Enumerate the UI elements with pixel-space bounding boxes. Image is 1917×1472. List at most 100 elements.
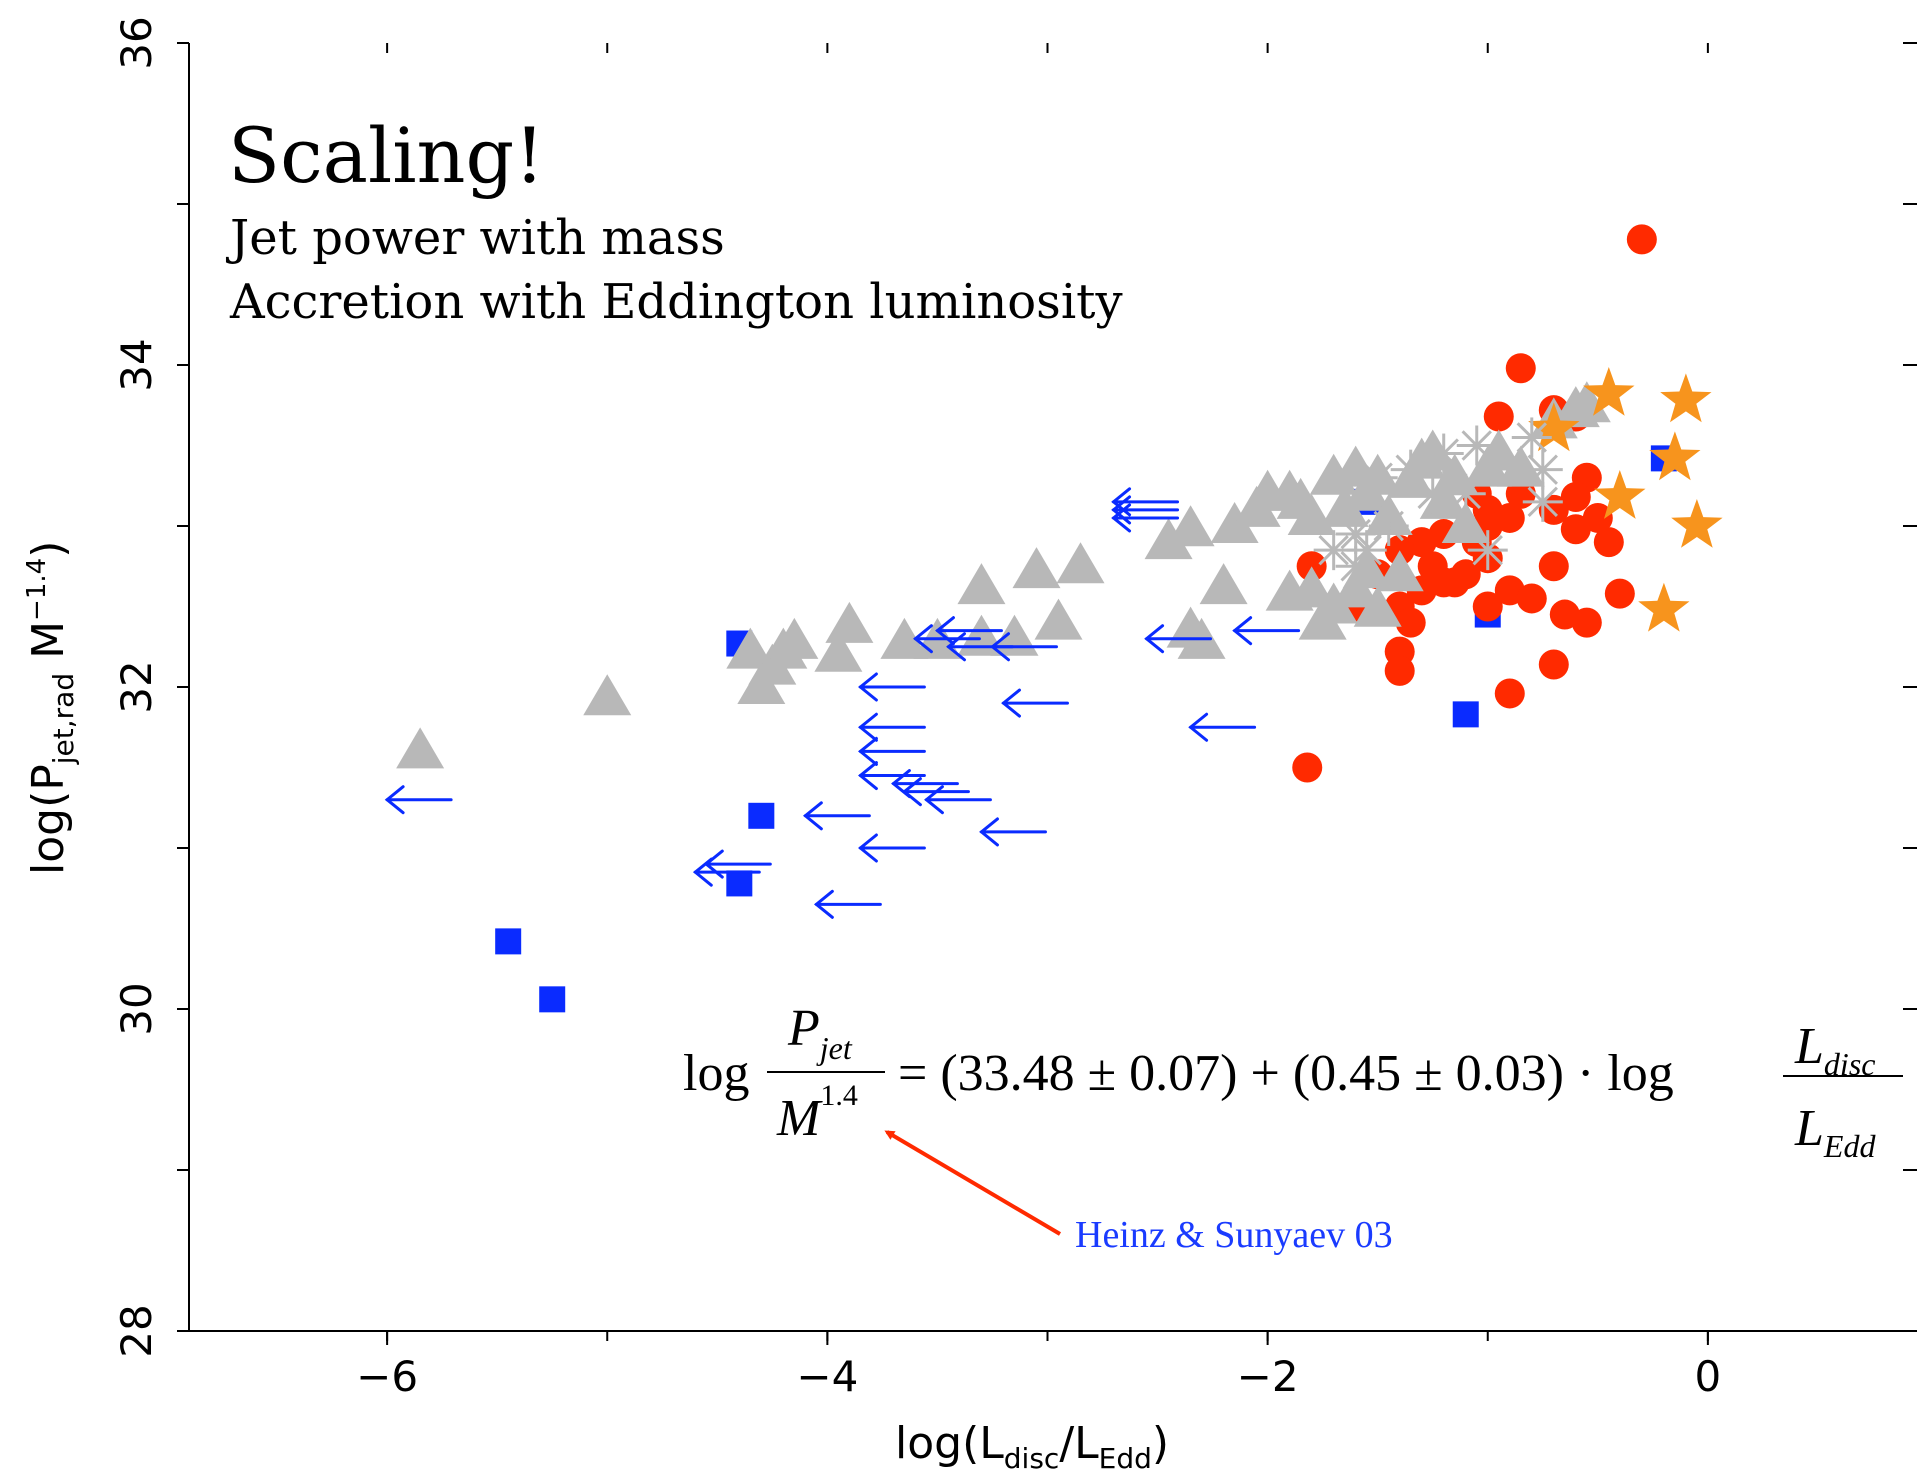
upper-limit-arrow [913,624,981,654]
data-point-circle [1292,752,1323,783]
data-point-asterisk [1346,530,1387,571]
x-tick-label: 0 [1695,1352,1722,1401]
data-point-triangle [1441,502,1490,543]
x-label-sub1: disc [1004,1442,1060,1472]
data-point-circle [1505,353,1536,384]
data-point-triangle [1496,445,1545,487]
data-point-asterisk [1390,449,1431,490]
data-point-triangle [957,563,1006,605]
data-point-triangle [396,727,445,769]
data-point-triangle [1276,477,1325,519]
data-point-asterisk [1522,481,1563,522]
data-point-circle [1604,578,1635,609]
axis-ticks [177,42,1917,1345]
data-point-circle [1428,567,1459,598]
eq-rhs: = (33.48 ± 0.07) + (0.45 ± 0.03) · log [898,1045,1674,1102]
annotation-arrow [884,1130,1062,1236]
data-point-triangle [1144,518,1193,560]
x-tick-label: −4 [796,1352,858,1401]
upper-limit-arrow [1111,503,1180,533]
data-point-asterisk [1511,417,1552,458]
eq-rden-sub: Edd [1823,1128,1877,1164]
data-point-triangle [1474,429,1523,471]
data-point-circle [1384,535,1415,566]
y-label-sub: jet,rad [47,673,80,765]
data-point-triangle [737,663,786,704]
data-point-circle [1516,583,1547,614]
data-point-square [539,986,566,1013]
data-point-triangle [1166,505,1215,547]
upper-limit-arrow [858,672,926,702]
data-point-star [1528,402,1580,452]
upper-limit-arrow [692,857,761,887]
data-point-asterisk [1522,449,1563,490]
upper-limit-arrow [979,817,1047,847]
data-point-star [1671,499,1723,548]
data-point-star [1583,367,1635,416]
x-label-main: log(L [895,1418,1004,1469]
y-axis-label: log(Pjet,rad M−1.4) [22,541,80,875]
eq-den-m: M [776,1090,823,1147]
eq-num-p: P [787,1000,820,1057]
data-point-triangle [726,627,775,669]
y-tick-label: 34 [112,338,161,391]
chart-subtitle-line-1: Jet power with mass [225,210,725,266]
upper-limit-arrow [946,632,1014,662]
data-marks [384,224,1723,1013]
data-point-triangle [814,630,863,672]
data-point-triangle [1034,598,1083,640]
data-point-triangle [583,674,632,716]
upper-limit-arrow [1232,616,1301,646]
data-point-triangle [880,617,929,659]
data-point-asterisk [1423,433,1464,474]
x-label-end: ) [1152,1418,1169,1469]
data-point-circle [1395,607,1426,638]
data-point-square [748,802,775,829]
eq-numerator: Pjet [787,1000,853,1066]
upper-limit-arrow [802,801,871,831]
axis-tick-labels: −6 −4 −2 0 28 30 32 34 36 [112,16,1721,1401]
upper-limit-arrow [858,712,926,742]
data-point-triangle [1210,502,1259,543]
upper-limit-arrow [1188,712,1257,742]
data-point-triangle [1265,569,1314,611]
data-point-square [495,928,522,955]
x-tick-label: −6 [356,1352,418,1401]
eq-denominator: M1.4 [776,1079,858,1147]
data-point-triangle [1562,381,1611,423]
data-point-circle [1571,607,1602,638]
x-label-mid: /L [1059,1418,1099,1469]
data-point-triangle [1012,547,1061,589]
data-point-triangle [1056,542,1105,584]
data-point-star [1594,470,1646,519]
annotation-text: Heinz & Sunyaev 03 [1075,1214,1393,1256]
upper-limit-arrow [384,785,453,815]
data-point-triangle [1353,585,1402,627]
eq-den-sup: 1.4 [820,1079,858,1112]
eq-num-sub: jet [816,1030,853,1066]
eq-rden-l: L [1794,1100,1824,1157]
upper-limit-arrow [813,889,882,919]
data-point-triangle [770,617,819,659]
upper-limit-arrow [924,785,992,815]
data-point-asterisk [1335,514,1376,555]
data-point-asterisk [1357,457,1398,498]
eq-rnum-l: L [1794,1018,1824,1075]
data-point-asterisk [1412,473,1453,514]
eq-rhs-denominator: LEdd [1794,1100,1876,1164]
data-point-star [1638,582,1690,632]
y-label-main: log(P [23,764,74,875]
y-tick-label: 36 [112,16,161,69]
data-point-asterisk [1335,546,1376,587]
chart-title: Scaling! [228,111,545,200]
upper-limit-arrow [1144,624,1213,654]
data-point-circle [1582,502,1613,533]
eq-log: log [683,1045,749,1102]
data-point-square [726,870,753,897]
data-point-circle [1472,591,1503,622]
data-point-circle [1593,527,1624,558]
x-tick-label: −2 [1237,1352,1299,1401]
data-point-circle [1296,551,1327,582]
upper-limit-arrow [858,833,926,863]
